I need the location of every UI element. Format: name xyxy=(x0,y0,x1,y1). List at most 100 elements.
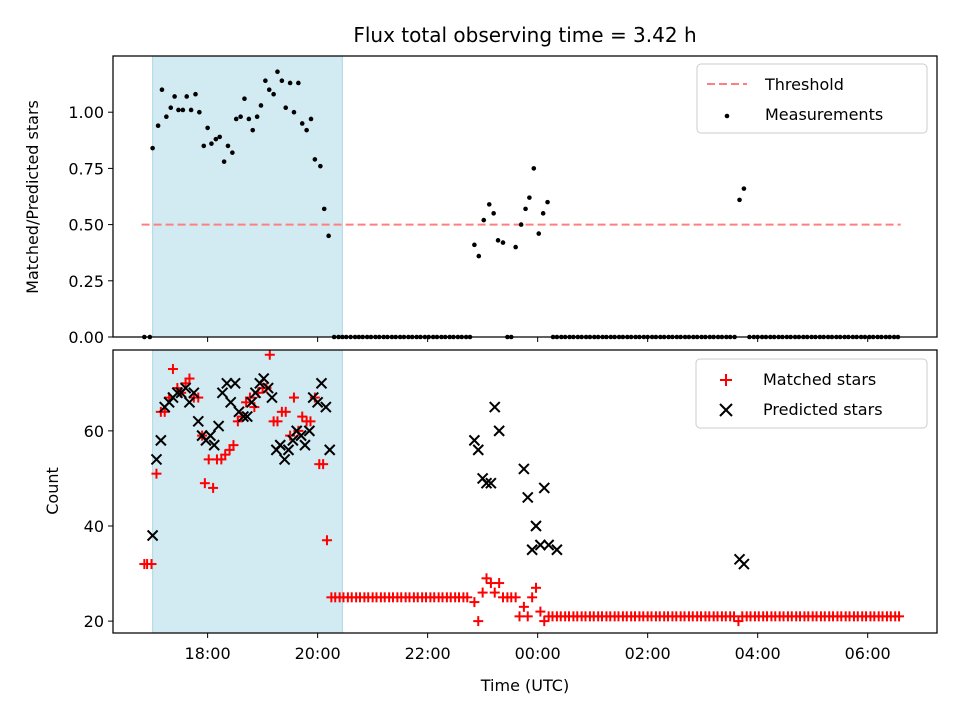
matched-star-point xyxy=(261,383,272,394)
top-y-tick-label: 0.50 xyxy=(68,216,104,235)
predicted-star-point xyxy=(212,420,225,432)
predicted-star-point xyxy=(287,434,299,447)
matched-star-point xyxy=(228,440,239,451)
legend-predicted-label: Predicted stars xyxy=(763,400,883,419)
matched-star-point xyxy=(481,573,492,584)
bottom-legend: Matched stars Predicted stars xyxy=(695,358,928,429)
matched-star-point xyxy=(305,416,316,427)
measurement-point xyxy=(481,217,487,223)
predicted-star-point xyxy=(221,377,233,390)
matched-star-point xyxy=(894,611,905,622)
top-y-tick-label: 0.00 xyxy=(68,328,104,347)
predicted-star-point xyxy=(534,539,547,551)
predicted-star-point xyxy=(216,387,229,399)
predicted-star-point xyxy=(278,453,291,466)
measurement-point xyxy=(193,91,198,97)
predicted-star-point xyxy=(204,429,217,442)
predicted-star-point xyxy=(249,387,262,399)
matched-star-point xyxy=(494,578,505,589)
legend-measurements-label: Measurements xyxy=(765,105,883,124)
predicted-star-point xyxy=(295,429,307,442)
matched-star-point xyxy=(462,592,473,603)
predicted-star-point xyxy=(237,410,250,423)
measurement-point xyxy=(250,127,256,133)
predicted-star-point xyxy=(468,434,481,447)
matched-star-point xyxy=(288,392,299,403)
measurement-point xyxy=(540,211,546,216)
measurement-point xyxy=(523,206,528,212)
matched-star-point xyxy=(318,459,329,470)
matched-star-point xyxy=(220,449,231,460)
matched-star-point xyxy=(297,411,308,422)
measurement-point xyxy=(197,109,202,115)
matched-star-point xyxy=(518,601,529,612)
matched-star-point xyxy=(151,468,162,479)
matched-star-point xyxy=(272,416,283,427)
measurement-point xyxy=(221,159,227,164)
measurement-point xyxy=(159,87,165,93)
matched-star-point xyxy=(527,592,538,603)
measurement-point xyxy=(527,195,532,200)
predicted-star-point xyxy=(542,539,555,551)
matched-star-point xyxy=(522,611,533,622)
measurement-point xyxy=(150,145,155,151)
predicted-star-point xyxy=(266,391,278,404)
predicted-star-point xyxy=(485,477,497,489)
matched-star-point xyxy=(159,406,170,417)
predicted-star-point xyxy=(522,491,534,504)
predicted-star-point xyxy=(225,396,237,409)
bottom-y-tick-label: 60 xyxy=(84,422,104,441)
measurement-point xyxy=(308,116,314,122)
predicted-star-point xyxy=(241,410,253,423)
measurement-point xyxy=(500,240,506,245)
legend-threshold-label: Threshold xyxy=(764,75,844,94)
measurement-point xyxy=(737,197,742,203)
measurement-point xyxy=(176,107,181,113)
x-tick-label: 02:00 xyxy=(625,644,671,663)
predicted-star-point xyxy=(188,387,200,399)
predicted-star-point xyxy=(282,444,295,456)
predicted-star-point xyxy=(530,520,542,532)
predicted-star-point xyxy=(299,439,311,451)
top-y-tick-label: 1.00 xyxy=(68,103,104,122)
top-y-axis-label: Matched/Predicted stars xyxy=(23,100,42,294)
top-legend: Threshold Measurements xyxy=(696,63,928,134)
matched-star-point xyxy=(535,606,546,617)
matched-star-point xyxy=(146,559,157,570)
measurement-point xyxy=(242,96,247,102)
measurement-point xyxy=(271,91,276,97)
x-tick-label: 22:00 xyxy=(405,644,451,663)
predicted-star-point xyxy=(179,382,192,394)
chart-title: Flux total observing time = 3.42 h xyxy=(353,23,696,47)
measurement-point xyxy=(741,186,747,191)
matched-star-point xyxy=(264,349,275,360)
top-y-tick-label: 0.25 xyxy=(68,272,104,291)
measurement-point xyxy=(321,206,327,212)
predicted-star-point xyxy=(320,401,332,413)
predicted-star-point xyxy=(208,439,220,451)
measurement-point xyxy=(312,157,318,162)
predicted-star-point xyxy=(192,415,204,428)
measurement-point xyxy=(326,233,331,239)
predicted-star-point xyxy=(274,439,286,451)
predicted-star-point xyxy=(489,401,501,413)
measurement-point xyxy=(258,103,264,108)
measurement-point xyxy=(283,105,289,111)
legend-predicted-swatch xyxy=(719,403,733,417)
measurement-point xyxy=(180,107,186,113)
measurement-point xyxy=(209,141,214,146)
measurement-point xyxy=(225,143,231,149)
measurement-point xyxy=(486,202,492,207)
measurement-point xyxy=(213,136,219,142)
legend-matched-label: Matched stars xyxy=(763,370,876,389)
measurement-point xyxy=(230,150,235,155)
measurement-point xyxy=(266,87,272,93)
predicted-star-point xyxy=(262,382,274,394)
bottom-y-tick-label: 40 xyxy=(84,517,104,536)
x-axis-label: Time (UTC) xyxy=(480,676,569,695)
matched-star-point xyxy=(167,364,178,375)
bottom-panel: 20 40 60 18:00 20:00 22:00 00:00 02:00 04:00 06:… xyxy=(43,349,938,695)
measurement-point xyxy=(491,211,496,216)
bottom-legend-box xyxy=(695,358,928,429)
measurement-point xyxy=(472,242,477,248)
